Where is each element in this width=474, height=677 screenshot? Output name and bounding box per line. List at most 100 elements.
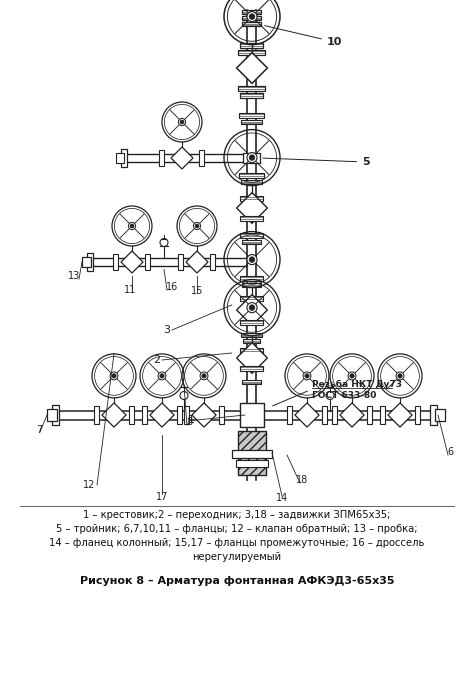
Bar: [219, 406, 224, 424]
Circle shape: [202, 374, 206, 378]
Text: 1: 1: [188, 415, 195, 425]
Bar: [128, 406, 134, 424]
Bar: [87, 253, 93, 271]
Bar: [287, 406, 292, 424]
Circle shape: [249, 155, 255, 160]
Bar: [240, 43, 264, 47]
Text: ГОСТ 633-80: ГОСТ 633-80: [312, 391, 376, 401]
Text: 14 – фланец колонный; 15,17 – фланцы промежуточные; 16 – дроссель: 14 – фланец колонный; 15,17 – фланцы про…: [49, 538, 425, 548]
Bar: [239, 173, 264, 177]
Bar: [177, 406, 182, 424]
Bar: [243, 240, 262, 244]
Polygon shape: [295, 403, 319, 427]
Bar: [94, 406, 100, 424]
Bar: [116, 153, 124, 163]
Bar: [241, 120, 263, 124]
Bar: [239, 112, 264, 118]
Text: 8: 8: [186, 417, 192, 427]
Circle shape: [247, 303, 257, 313]
Bar: [53, 405, 60, 425]
Bar: [82, 257, 91, 267]
Bar: [243, 10, 262, 14]
Circle shape: [112, 374, 116, 378]
Bar: [240, 276, 264, 280]
Circle shape: [247, 255, 257, 265]
Circle shape: [195, 224, 199, 228]
Circle shape: [398, 374, 402, 378]
Polygon shape: [237, 294, 267, 326]
Polygon shape: [102, 403, 126, 427]
Text: 13: 13: [68, 271, 80, 281]
Bar: [243, 283, 262, 287]
Bar: [179, 254, 183, 270]
Circle shape: [180, 120, 184, 124]
Circle shape: [160, 374, 164, 378]
Bar: [184, 406, 190, 424]
Bar: [240, 232, 264, 238]
Bar: [238, 431, 266, 475]
Bar: [435, 409, 445, 421]
Text: 12: 12: [82, 480, 95, 490]
Circle shape: [396, 372, 404, 380]
Bar: [430, 405, 438, 425]
Circle shape: [158, 372, 166, 380]
Text: 15: 15: [191, 286, 203, 296]
Circle shape: [200, 372, 208, 380]
Bar: [244, 153, 261, 163]
Polygon shape: [121, 251, 143, 273]
Bar: [240, 196, 264, 200]
Text: Рисунок 8 – Арматура фонтанная АФКЭД3-65х35: Рисунок 8 – Арматура фонтанная АФКЭД3-65…: [80, 576, 394, 586]
Circle shape: [247, 12, 257, 22]
Circle shape: [348, 372, 356, 380]
Circle shape: [128, 223, 136, 230]
Polygon shape: [192, 403, 216, 427]
Bar: [240, 347, 264, 353]
Bar: [236, 460, 268, 467]
Text: 5: 5: [263, 157, 370, 167]
Bar: [240, 320, 264, 324]
Bar: [113, 254, 118, 270]
Circle shape: [350, 374, 354, 378]
Bar: [240, 295, 264, 301]
Polygon shape: [237, 343, 267, 374]
Bar: [381, 406, 385, 424]
Circle shape: [247, 152, 257, 162]
Circle shape: [305, 374, 309, 378]
Circle shape: [193, 223, 201, 230]
Circle shape: [249, 305, 255, 310]
Text: нерегулируемый: нерегулируемый: [192, 552, 282, 562]
Text: 1 – крестовик;2 – переходник; 3,18 – задвижки ЗПМ65х35;: 1 – крестовик;2 – переходник; 3,18 – зад…: [83, 510, 391, 520]
Text: 7: 7: [36, 425, 42, 435]
Text: 18: 18: [296, 475, 308, 485]
Text: 5 – тройник; 6,7,10,11 – фланцы; 12 – клапан обратный; 13 – пробка;: 5 – тройник; 6,7,10,11 – фланцы; 12 – кл…: [56, 524, 418, 534]
Text: 3: 3: [163, 325, 170, 335]
Circle shape: [178, 118, 186, 126]
Bar: [200, 150, 204, 166]
Bar: [121, 149, 127, 167]
Bar: [238, 49, 265, 55]
Circle shape: [249, 14, 255, 20]
Circle shape: [249, 257, 255, 263]
Bar: [240, 93, 264, 97]
Polygon shape: [150, 403, 174, 427]
Text: 2: 2: [153, 355, 160, 365]
Polygon shape: [237, 53, 267, 83]
Polygon shape: [340, 403, 364, 427]
Bar: [415, 406, 419, 424]
Bar: [241, 333, 263, 337]
Circle shape: [130, 224, 134, 228]
Bar: [241, 180, 263, 184]
Circle shape: [303, 372, 311, 380]
Bar: [159, 150, 164, 166]
Bar: [240, 215, 264, 221]
Bar: [366, 406, 372, 424]
Text: 14: 14: [276, 493, 288, 503]
Text: 17: 17: [156, 492, 168, 502]
Bar: [240, 366, 264, 370]
Bar: [210, 254, 216, 270]
Bar: [238, 85, 265, 91]
Bar: [240, 403, 264, 427]
Text: 6: 6: [447, 447, 453, 457]
Bar: [321, 406, 327, 424]
Polygon shape: [237, 192, 267, 223]
